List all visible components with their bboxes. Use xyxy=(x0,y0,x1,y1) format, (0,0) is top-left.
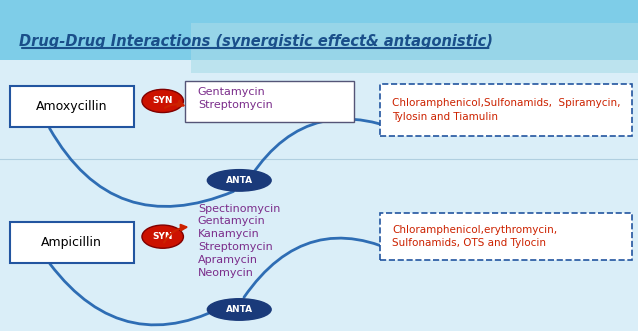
FancyBboxPatch shape xyxy=(10,86,134,127)
Ellipse shape xyxy=(142,89,184,113)
Text: ANTA: ANTA xyxy=(226,305,253,314)
FancyBboxPatch shape xyxy=(191,23,638,73)
FancyBboxPatch shape xyxy=(0,0,638,60)
FancyBboxPatch shape xyxy=(380,84,632,136)
Text: SYN: SYN xyxy=(152,96,173,106)
Text: ANTA: ANTA xyxy=(226,176,253,185)
Ellipse shape xyxy=(142,225,184,248)
Text: Gentamycin
Streptomycin: Gentamycin Streptomycin xyxy=(198,87,272,110)
FancyBboxPatch shape xyxy=(10,222,134,263)
Text: Amoxycillin: Amoxycillin xyxy=(36,100,108,113)
Ellipse shape xyxy=(207,169,271,191)
Ellipse shape xyxy=(207,299,271,320)
Text: SYN: SYN xyxy=(152,232,173,241)
Text: Chloramphenicol,Sulfonamids,  Spiramycin,
Tylosin and Tiamulin: Chloramphenicol,Sulfonamids, Spiramycin,… xyxy=(392,98,621,122)
FancyBboxPatch shape xyxy=(185,81,354,122)
Text: Ampicillin: Ampicillin xyxy=(41,236,102,249)
Text: Chloramphenicol,erythromycin,
Sulfonamids, OTS and Tylocin: Chloramphenicol,erythromycin, Sulfonamid… xyxy=(392,225,558,248)
FancyBboxPatch shape xyxy=(380,213,632,260)
Text: Drug-Drug Interactions (synergistic effect& antagonistic): Drug-Drug Interactions (synergistic effe… xyxy=(19,34,493,49)
Text: Spectinomycin
Gentamycin
Kanamycin
Streptomycin
Apramycin
Neomycin: Spectinomycin Gentamycin Kanamycin Strep… xyxy=(198,204,280,278)
